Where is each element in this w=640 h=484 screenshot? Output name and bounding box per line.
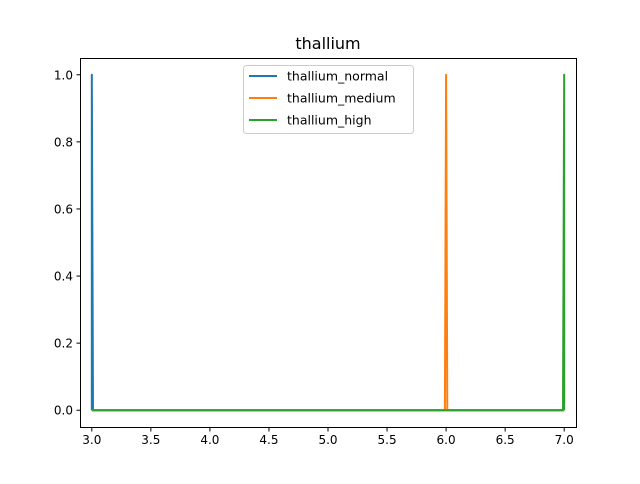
x-tick-label: 4.5 [259, 433, 278, 447]
y-tick-label: 0.8 [54, 135, 73, 149]
legend-label-thallium_normal: thallium_normal [287, 69, 388, 84]
x-tick-label: 3.5 [141, 433, 160, 447]
x-tick-label: 7.0 [555, 433, 574, 447]
chart-title: thallium [295, 34, 360, 53]
y-tick-label: 0.0 [54, 404, 73, 418]
x-tick-label: 6.5 [496, 433, 515, 447]
x-tick-label: 6.0 [437, 433, 456, 447]
y-tick-label: 0.6 [54, 202, 73, 216]
x-tick-label: 5.5 [378, 433, 397, 447]
legend-box [243, 65, 414, 134]
series-line-thallium_high [91, 73, 566, 412]
legend-label-thallium_medium: thallium_medium [287, 91, 396, 106]
legend: thallium_normal thallium_medium thallium_h… [243, 65, 414, 134]
y-tick-label: 0.4 [54, 270, 73, 284]
y-tick-label: 0.2 [54, 337, 73, 351]
legend-label-thallium_high: thallium_high [287, 113, 372, 128]
x-axis: 3.0 3.5 4.0 4.5 5.0 5.5 6.0 6.5 7.0 [82, 427, 574, 447]
x-tick-label: 5.0 [318, 433, 337, 447]
x-tick-label: 3.0 [82, 433, 101, 447]
x-tick-label: 4.0 [200, 433, 219, 447]
y-axis: 0.0 0.2 0.4 0.6 0.8 1.0 [54, 68, 81, 418]
plot-lines [90, 73, 566, 412]
y-tick-label: 1.0 [54, 68, 73, 82]
